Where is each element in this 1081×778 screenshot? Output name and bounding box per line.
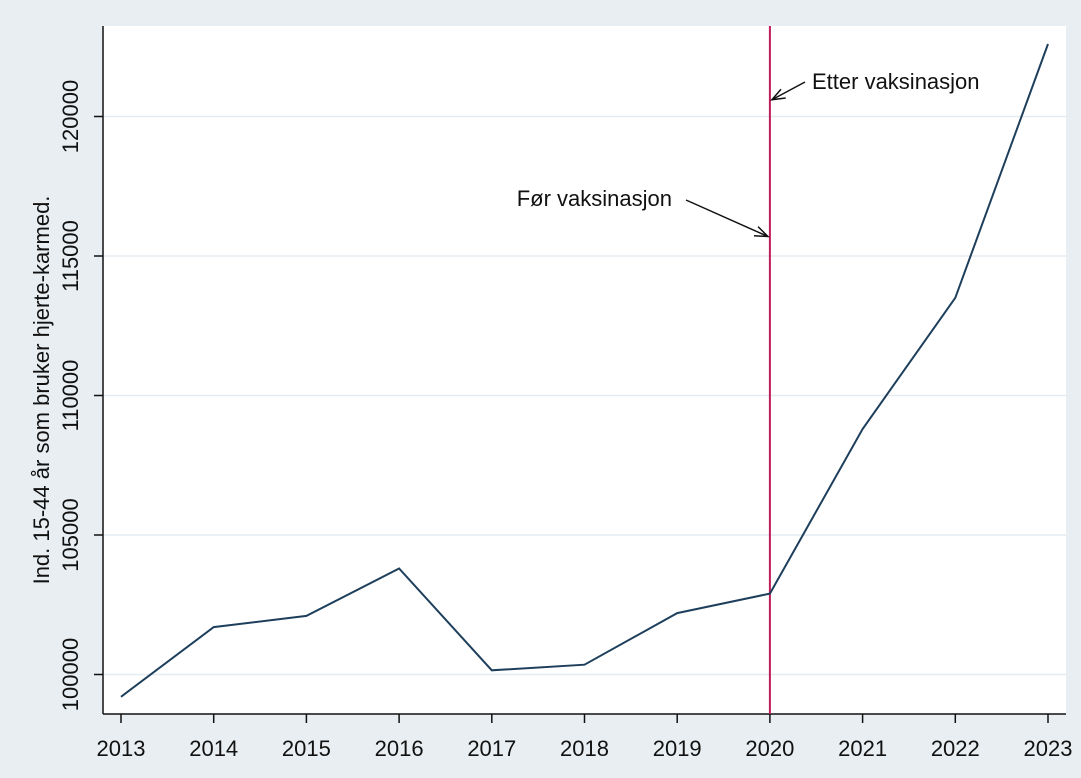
plot-area: [103, 26, 1066, 714]
arrow-head-icon: [753, 226, 770, 238]
series-points: [120, 43, 1049, 697]
x-tick-label: 2016: [375, 736, 424, 761]
y-tick-label: 100000: [58, 638, 83, 711]
annotations: Før vaksinasjon Etter vaksinasjon: [517, 69, 980, 238]
y-tick-label: 105000: [58, 498, 83, 571]
y-tick-label: 110000: [58, 360, 83, 432]
x-tick-label: 2021: [838, 736, 887, 761]
x-tick-label: 2020: [745, 736, 794, 761]
annotation-before-vaccination: Før vaksinasjon: [517, 186, 672, 211]
y-axis-title: Ind. 15-44 år som bruker hjerte-karmed.: [29, 196, 54, 585]
x-tick-label: 2023: [1024, 736, 1073, 761]
y-axis-ticks: 100000 105000 110000 115000 120000: [58, 80, 103, 711]
x-tick-label: 2017: [467, 736, 516, 761]
x-tick-label: 2019: [653, 736, 702, 761]
x-tick-label: 2022: [931, 736, 980, 761]
annotation-before-arrow: [685, 199, 769, 238]
x-tick-label: 2015: [282, 736, 331, 761]
x-tick-label: 2014: [189, 736, 238, 761]
y-tick-label: 120000: [58, 80, 83, 153]
x-axis-ticks: 2013 2014 2015 2016 2017 2018 2019 2020 2021 2022…: [97, 714, 1073, 761]
annotation-after-vaccination: Etter vaksinasjon: [812, 69, 980, 94]
gridlines: [103, 115, 1066, 676]
y-tick-label: 115000: [58, 220, 83, 292]
annotation-after-arrow: [771, 81, 806, 101]
arrow-head-icon: [770, 88, 786, 101]
x-tick-label: 2013: [97, 736, 146, 761]
x-tick-label: 2018: [560, 736, 609, 761]
